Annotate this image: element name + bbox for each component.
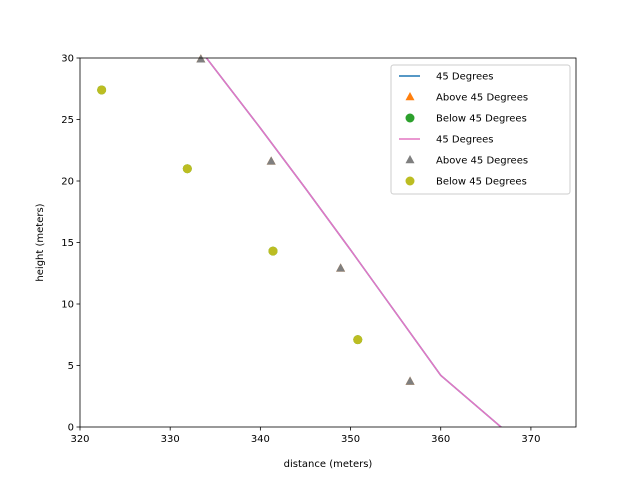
legend: 45 Degrees Above 45 Degrees Below 45 Degre… bbox=[390, 64, 571, 195]
y-tick-label: 20 bbox=[61, 177, 74, 188]
legend-label: Above 45 Degrees bbox=[436, 93, 528, 104]
x-tick-label: 350 bbox=[341, 434, 360, 445]
series-line-45-degrees bbox=[205, 58, 503, 427]
legend-handle bbox=[405, 176, 415, 186]
legend-box bbox=[390, 64, 571, 195]
x-axis-title: distance (meters) bbox=[284, 459, 373, 470]
legend-handle bbox=[405, 113, 415, 123]
x-tick-label: 330 bbox=[161, 434, 180, 445]
legend-label: Above 45 Degrees bbox=[436, 156, 528, 167]
x-tick-label: 370 bbox=[521, 434, 540, 445]
markers-layer bbox=[97, 54, 415, 385]
x-tick-label: 340 bbox=[251, 434, 270, 445]
y-tick-label: 0 bbox=[68, 423, 74, 434]
y-tick-label: 25 bbox=[61, 115, 74, 126]
data-point-above-45-degrees bbox=[405, 376, 415, 385]
y-axis-title: height (meters) bbox=[35, 203, 46, 281]
legend-label: 45 Degrees bbox=[436, 72, 494, 83]
x-tick-label: 320 bbox=[70, 434, 89, 445]
legend-label: Below 45 Degrees bbox=[436, 114, 527, 125]
data-point-above-45-degrees bbox=[336, 263, 346, 272]
data-point-below-45-degrees bbox=[97, 85, 107, 95]
y-tick-label: 30 bbox=[61, 54, 74, 65]
data-point-below-45-degrees bbox=[353, 335, 363, 345]
y-tick-label: 15 bbox=[61, 238, 74, 249]
x-tick-label: 360 bbox=[431, 434, 450, 445]
data-point-below-45-degrees bbox=[182, 164, 192, 174]
y-axis: 0 5 10 15 20 25 30 bbox=[61, 54, 80, 434]
y-tick-label: 5 bbox=[68, 361, 74, 372]
legend-handle bbox=[405, 155, 415, 164]
legend-handle bbox=[405, 92, 415, 101]
series-layer bbox=[205, 58, 503, 427]
y-tick-label: 10 bbox=[61, 300, 74, 311]
legend-label: Below 45 Degrees bbox=[436, 177, 527, 188]
x-axis: 320 330 340 350 360 370 bbox=[70, 427, 540, 445]
data-point-below-45-degrees bbox=[268, 246, 278, 256]
data-point-above-45-degrees bbox=[266, 156, 276, 165]
legend-label: 45 Degrees bbox=[436, 135, 494, 146]
